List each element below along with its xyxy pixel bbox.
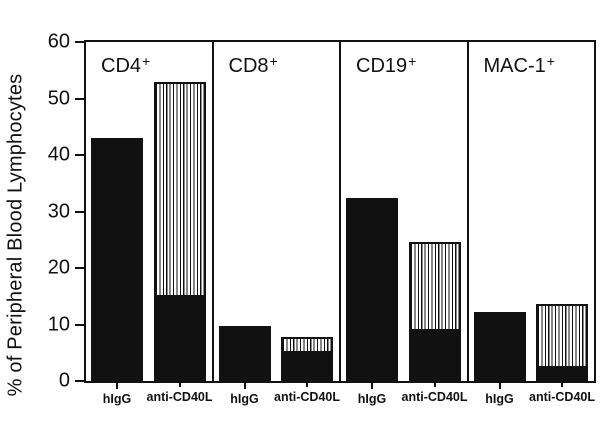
x-tick-label: hIgG <box>357 392 387 406</box>
bar-cd4-higg: hIgG <box>91 138 143 406</box>
x-tick-label: hIgG <box>485 392 514 406</box>
x-tick-mark <box>243 381 246 389</box>
y-tick-mark <box>75 210 84 213</box>
panel-title-cd4: CD4+ <box>101 53 151 77</box>
plot-area: CD4+ hIgG anti-CD40L CD8+ hIgG anti-CD40L CD19… <box>84 40 596 406</box>
y-tick-mark <box>75 380 84 382</box>
y-tick-mark <box>75 97 84 100</box>
y-tick-mark <box>75 267 84 269</box>
x-tick-label: hIgG <box>230 392 259 406</box>
panel-cd4: CD4+ hIgG anti-CD40L <box>86 42 214 406</box>
y-tick-label: 60 <box>47 30 70 53</box>
x-tick-label: anti-CD40L <box>401 390 468 404</box>
bar-mac-1-higg: hIgG <box>473 312 526 406</box>
bar-cd4-anti-cd40l: anti-CD40L <box>147 82 212 404</box>
x-tick-mark <box>433 379 436 387</box>
x-tick-mark <box>561 379 563 387</box>
x-tick-mark <box>306 379 308 387</box>
x-tick-label: hIgG <box>102 392 132 406</box>
y-tick-label: 20 <box>47 256 70 279</box>
x-tick-label: anti-CD40L <box>529 390 595 404</box>
bar-solid-bottom-segment <box>154 295 205 380</box>
bar-solid-bottom-segment <box>537 366 587 380</box>
y-tick-label: 10 <box>47 313 70 335</box>
panel-cd8: CD8+ hIgG anti-CD40L <box>214 42 341 406</box>
bar-solid-bottom-segment <box>409 329 460 380</box>
x-tick-mark <box>371 381 373 389</box>
y-axis: 0 10 20 30 40 50 60 <box>0 31 84 392</box>
bar-cd19-higg: hIgG <box>346 198 398 406</box>
x-tick-label: anti-CD40L <box>146 390 213 404</box>
x-tick-mark <box>498 381 501 389</box>
bar-cd8-anti-cd40l: anti-CD40L <box>274 337 340 404</box>
panel-mac-1: MAC-1+ hIgG anti-CD40L <box>469 42 595 406</box>
y-tick-label: 30 <box>47 200 70 222</box>
bar-solid-bottom-segment <box>282 351 332 380</box>
panel-title-cd8: CD8+ <box>228 53 278 77</box>
bar-cd19-anti-cd40l: anti-CD40L <box>402 242 467 404</box>
x-tick-mark <box>116 381 118 389</box>
panel-title-mac-1: MAC-1+ <box>483 53 555 77</box>
y-tick-mark <box>75 41 84 43</box>
x-tick-label: anti-CD40L <box>274 390 340 404</box>
bar-mac-1-anti-cd40l: anti-CD40L <box>529 304 595 404</box>
y-tick-mark <box>75 323 84 326</box>
y-tick-label: 50 <box>47 87 70 109</box>
panel-title-cd19: CD19+ <box>356 53 417 77</box>
bar-cd8-higg: hIgG <box>218 326 271 406</box>
y-tick-label: 40 <box>47 143 70 166</box>
y-tick-label: 0 <box>58 369 70 392</box>
x-tick-mark <box>178 379 181 387</box>
panel-cd19: CD19+ hIgG anti-CD40L <box>341 42 469 406</box>
y-tick-mark <box>75 154 84 156</box>
